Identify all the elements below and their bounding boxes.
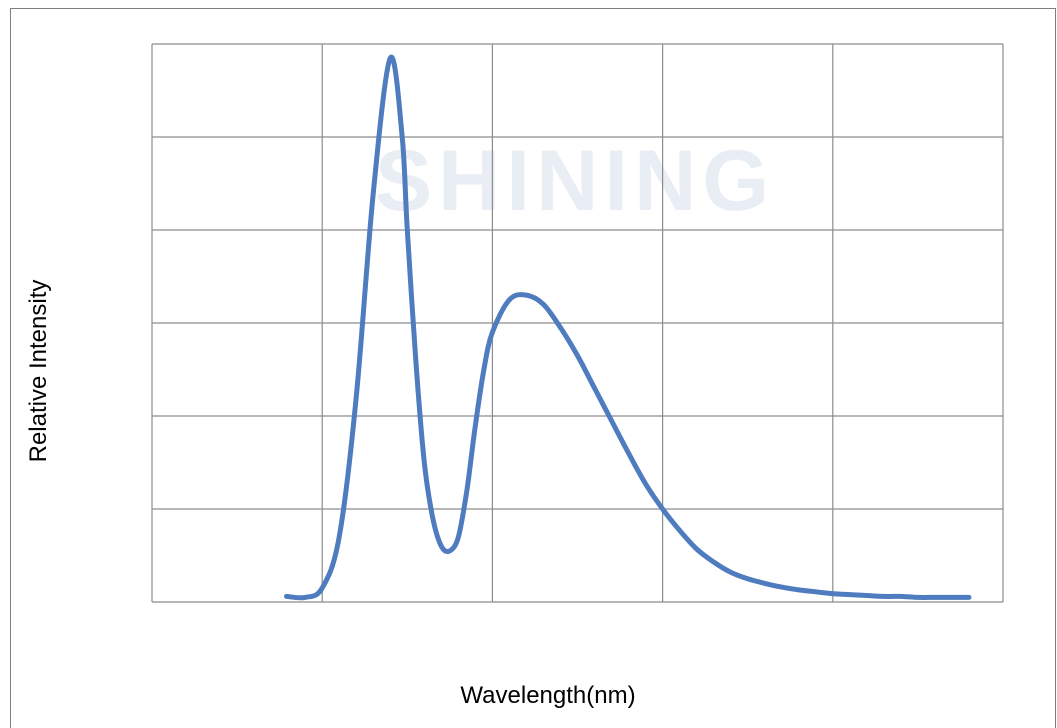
x-axis-label: Wavelength(nm) — [460, 682, 635, 709]
series-lines — [284, 54, 972, 601]
watermark: SHINING — [375, 133, 775, 229]
series-line-0 — [284, 54, 972, 601]
y-axis-label: Relative Intensity — [25, 280, 52, 463]
grid — [151, 43, 1004, 603]
chart-frame — [10, 8, 1056, 728]
